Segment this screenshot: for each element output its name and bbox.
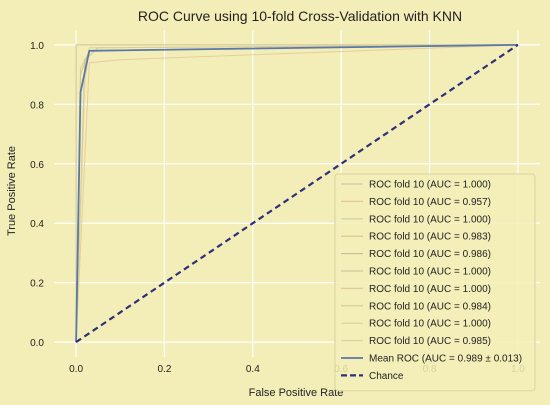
legend-label-11: Chance	[369, 371, 404, 382]
legend-label-3: ROC fold 10 (AUC = 0.983)	[369, 232, 491, 243]
y-tick-label-0: 0.0	[30, 338, 44, 349]
chance-line	[75, 43, 519, 344]
y-axis-label: True Positive Rate	[6, 146, 18, 236]
x-tick-label-1: 0.2	[158, 364, 172, 375]
legend-label-1: ROC fold 10 (AUC = 0.957)	[369, 197, 491, 208]
legend-label-7: ROC fold 10 (AUC = 0.984)	[369, 301, 491, 312]
legend-label-4: ROC fold 10 (AUC = 0.986)	[369, 249, 491, 260]
legend-label-5: ROC fold 10 (AUC = 1.000)	[369, 267, 491, 278]
chart-title: ROC Curve using 10-fold Cross-Validation…	[138, 8, 462, 24]
y-tick-label-3: 0.6	[30, 160, 44, 171]
x-tick-label-2: 0.4	[246, 364, 260, 375]
y-tick-label-2: 0.4	[30, 219, 44, 230]
roc-curves	[75, 43, 519, 344]
legend-label-10: Mean ROC (AUC = 0.989 ± 0.013)	[369, 354, 522, 365]
y-tick-label-5: 1.0	[30, 41, 44, 52]
roc-fold-line-8	[75, 44, 518, 343]
x-axis-label: False Positive Rate	[249, 387, 344, 399]
y-tick-label-4: 0.8	[30, 100, 44, 111]
legend-label-6: ROC fold 10 (AUC = 1.000)	[369, 284, 491, 295]
legend-box	[334, 173, 536, 392]
legend-label-9: ROC fold 10 (AUC = 0.985)	[369, 336, 491, 347]
y-tick-label-1: 0.2	[30, 279, 44, 290]
legend: ROC fold 10 (AUC = 1.000) ROC fold 10 (AU…	[334, 173, 536, 392]
legend-label-2: ROC fold 10 (AUC = 1.000)	[369, 214, 491, 225]
roc-fold-line-1	[75, 44, 518, 343]
legend-label-0: ROC fold 10 (AUC = 1.000)	[369, 180, 491, 191]
x-tick-label-0: 0.0	[69, 364, 83, 375]
legend-label-8: ROC fold 10 (AUC = 1.000)	[369, 319, 491, 330]
mean-roc-line	[75, 44, 518, 343]
